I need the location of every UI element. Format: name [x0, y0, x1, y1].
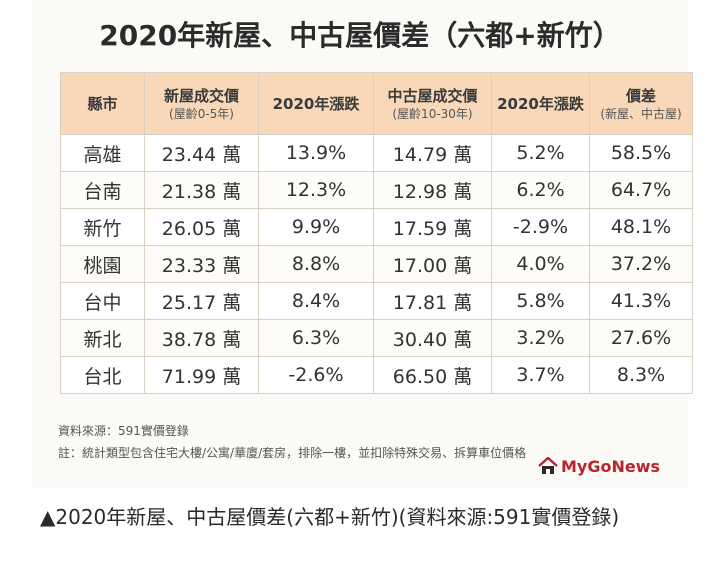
table-row: 高雄 23.44 萬 13.9% 14.79 萬 5.2% 58.5% [60, 134, 693, 172]
cell-new-price: 25.17 萬 [144, 282, 259, 320]
cell-used-change: 5.8% [491, 282, 590, 320]
header-used-change: 2020年漲跌 [491, 72, 590, 135]
cell-new-change: 8.4% [258, 282, 374, 320]
image-caption: ▲2020年新屋、中古屋價差(六都+新竹)(資料來源:591實價登錄) [40, 505, 620, 529]
cell-new-change: -2.6% [258, 356, 374, 394]
cell-new-price: 21.38 萬 [144, 171, 259, 209]
logo-text: MyGoNews [561, 456, 661, 476]
cell-used-price: 17.00 萬 [373, 245, 492, 283]
footnote: 註：統計類型包含住宅大樓/公寓/華廈/套房，排除一樓，並扣除特殊交易、拆算車位價… [58, 446, 527, 460]
cell-used-price: 14.79 萬 [373, 134, 492, 172]
table-row: 台中 25.17 萬 8.4% 17.81 萬 5.8% 41.3% [60, 282, 693, 320]
cell-new-price: 23.33 萬 [144, 245, 259, 283]
header-new-change: 2020年漲跌 [258, 72, 374, 135]
table-header-row: 縣市 新屋成交價 (屋齡0-5年) 2020年漲跌 中古屋成交價 (屋齡10-30年… [60, 72, 693, 135]
cell-new-change: 8.8% [258, 245, 374, 283]
mygonews-logo: MyGoNews [538, 455, 660, 477]
cell-new-change: 9.9% [258, 208, 374, 246]
cell-used-change: -2.9% [491, 208, 590, 246]
header-new-house-price: 新屋成交價 (屋齡0-5年) [144, 72, 259, 135]
cell-price-gap: 64.7% [589, 171, 693, 209]
table-row: 新竹 26.05 萬 9.9% 17.59 萬 -2.9% 48.1% [60, 208, 693, 246]
notes-block: 資料來源：591實價登錄 註：統計類型包含住宅大樓/公寓/華廈/套房，排除一樓，… [58, 420, 526, 464]
cell-city: 新竹 [60, 208, 145, 246]
cell-city: 台南 [60, 171, 145, 209]
cell-used-change: 5.2% [491, 134, 590, 172]
house-logo-icon [538, 457, 558, 474]
cell-price-gap: 8.3% [589, 356, 693, 394]
cell-used-price: 30.40 萬 [373, 319, 492, 357]
cell-city: 高雄 [60, 134, 145, 172]
cell-used-change: 4.0% [491, 245, 590, 283]
price-table: 縣市 新屋成交價 (屋齡0-5年) 2020年漲跌 中古屋成交價 (屋齡10-30年… [60, 72, 693, 394]
header-price-gap: 價差 (新屋、中古屋) [589, 72, 693, 135]
cell-new-price: 38.78 萬 [144, 319, 259, 357]
cell-new-price: 71.99 萬 [144, 356, 259, 394]
cell-city: 台中 [60, 282, 145, 320]
cell-used-price: 12.98 萬 [373, 171, 492, 209]
cell-city: 台北 [60, 356, 145, 394]
cell-new-change: 6.3% [258, 319, 374, 357]
cell-new-price: 23.44 萬 [144, 134, 259, 172]
cell-used-change: 3.2% [491, 319, 590, 357]
cell-new-change: 13.9% [258, 134, 374, 172]
cell-used-change: 6.2% [491, 171, 590, 209]
table-row: 新北 38.78 萬 6.3% 30.40 萬 3.2% 27.6% [60, 319, 693, 357]
cell-used-price: 17.81 萬 [373, 282, 492, 320]
table-row: 桃園 23.33 萬 8.8% 17.00 萬 4.0% 37.2% [60, 245, 693, 283]
cell-city: 新北 [60, 319, 145, 357]
infographic-image: 2020年新屋、中古屋價差（六都+新竹） 縣市 新屋成交價 (屋齡0-5年) 20… [32, 0, 693, 488]
header-city: 縣市 [60, 72, 145, 135]
source-note: 資料來源：591實價登錄 [58, 424, 189, 438]
cell-new-price: 26.05 萬 [144, 208, 259, 246]
cell-used-change: 3.7% [491, 356, 590, 394]
cell-price-gap: 37.2% [589, 245, 693, 283]
table-row: 台北 71.99 萬 -2.6% 66.50 萬 3.7% 8.3% [60, 356, 693, 394]
cell-price-gap: 58.5% [589, 134, 693, 172]
cell-price-gap: 48.1% [589, 208, 693, 246]
infographic-title: 2020年新屋、中古屋價差（六都+新竹） [99, 19, 621, 52]
header-used-house-price: 中古屋成交價 (屋齡10-30年) [373, 72, 492, 135]
cell-city: 桃園 [60, 245, 145, 283]
cell-used-price: 17.59 萬 [373, 208, 492, 246]
cell-price-gap: 27.6% [589, 319, 693, 357]
cell-price-gap: 41.3% [589, 282, 693, 320]
cell-used-price: 66.50 萬 [373, 356, 492, 394]
table-row: 台南 21.38 萬 12.3% 12.98 萬 6.2% 64.7% [60, 171, 693, 209]
cell-new-change: 12.3% [258, 171, 374, 209]
